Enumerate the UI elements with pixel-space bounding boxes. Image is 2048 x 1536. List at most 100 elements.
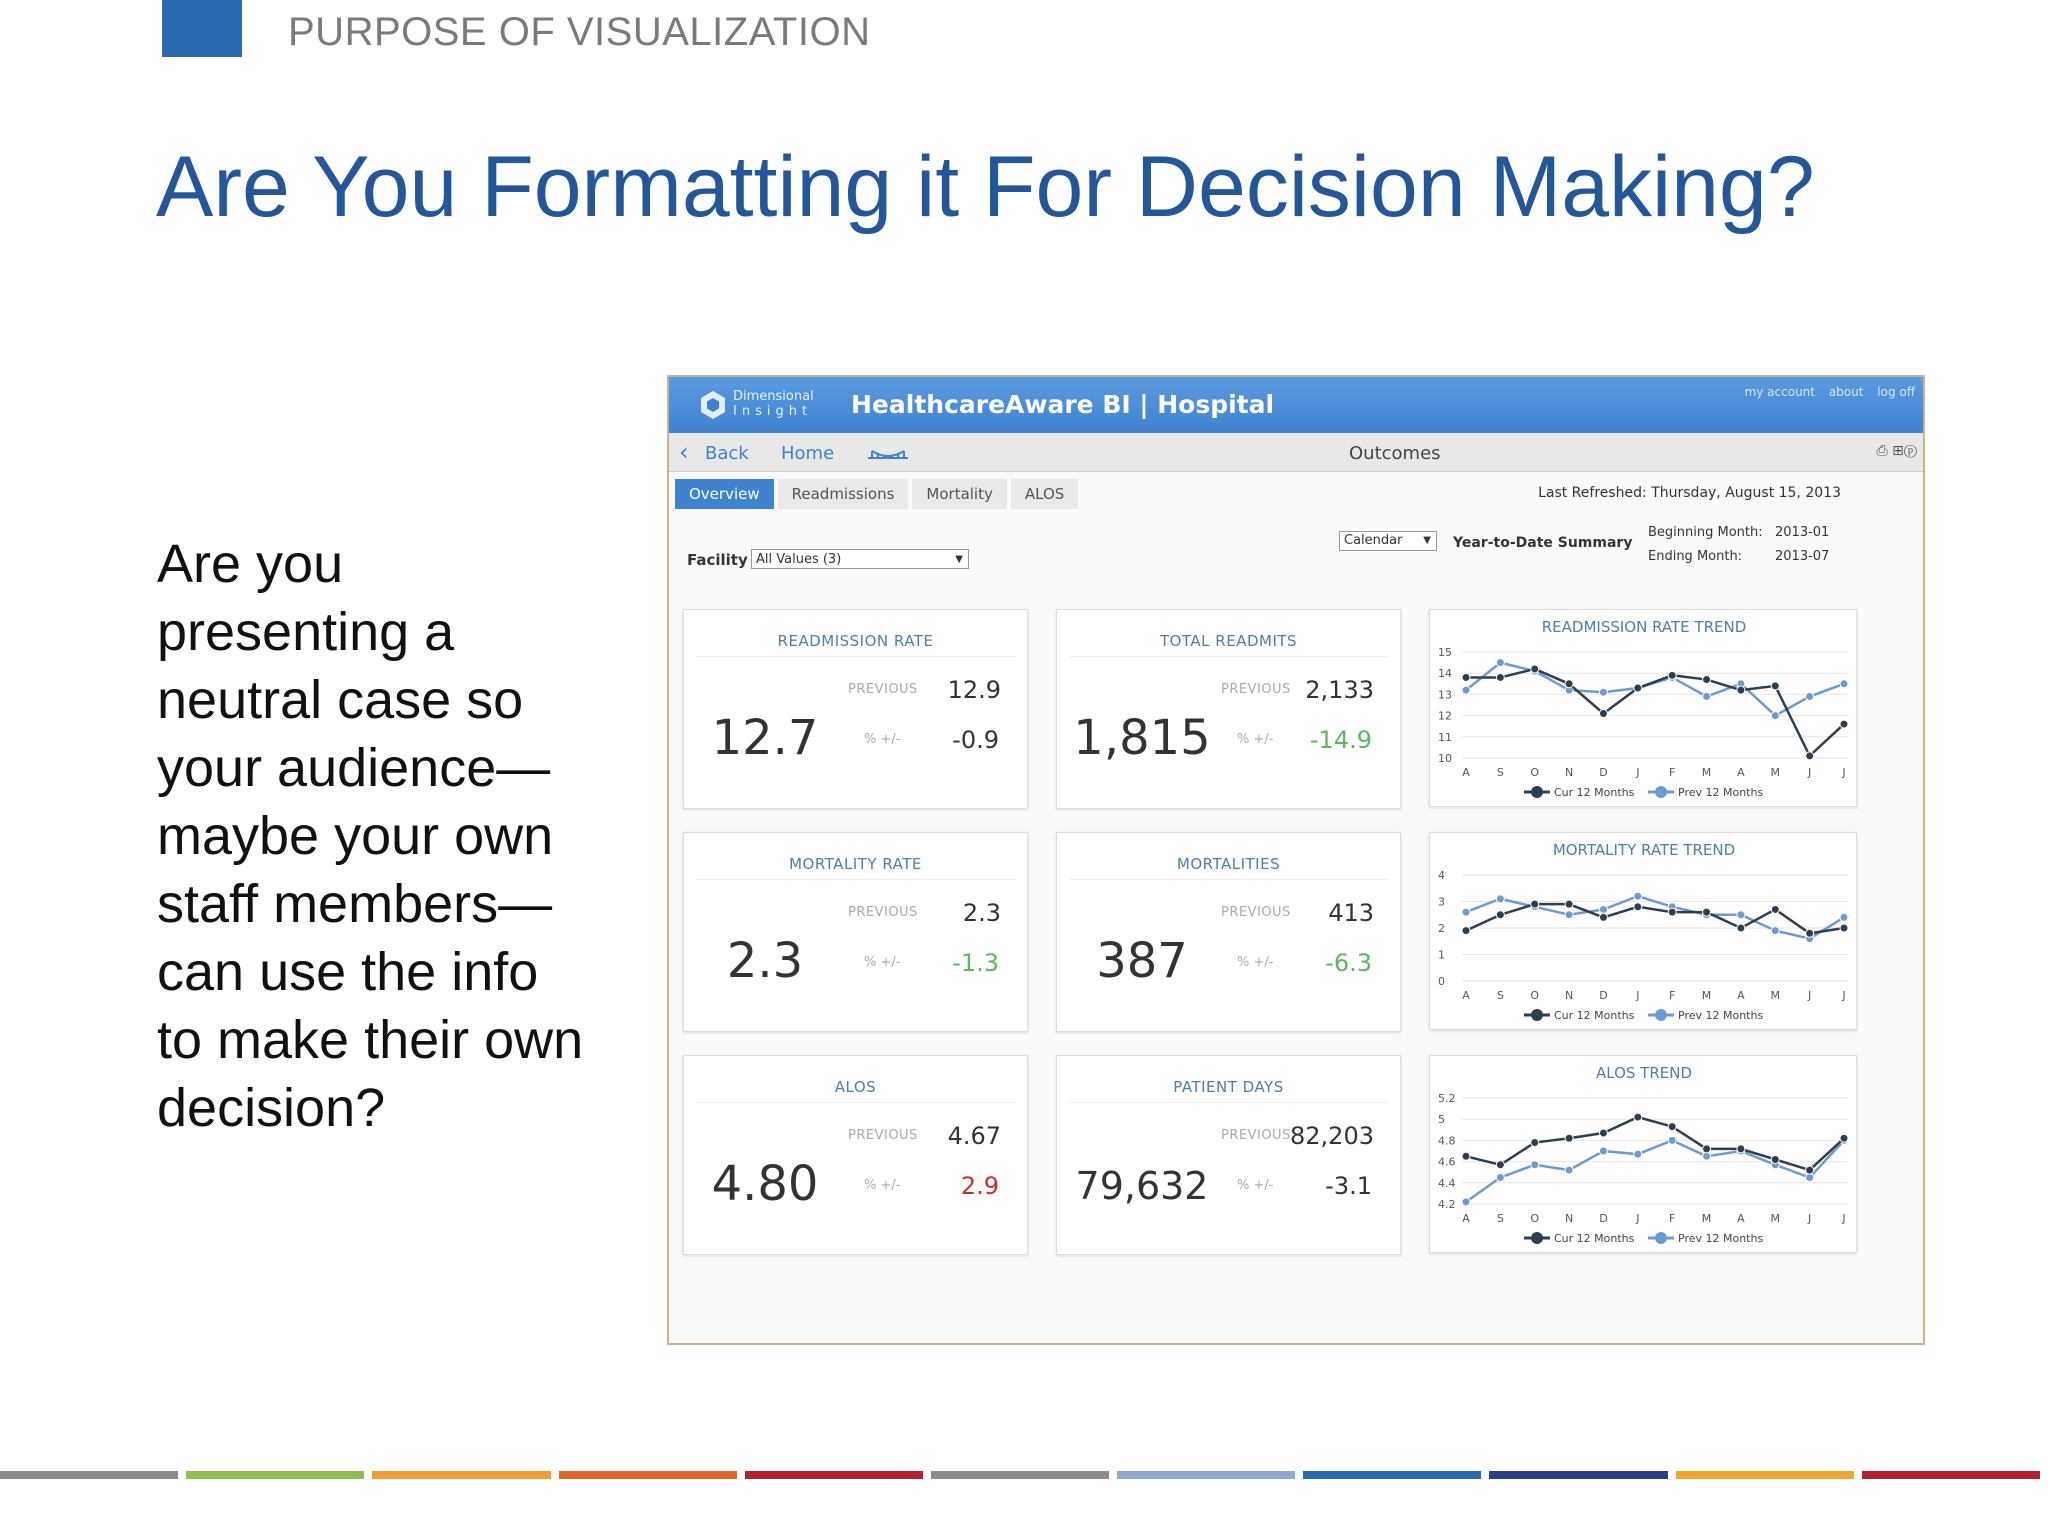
data-point (1770, 681, 1780, 691)
data-point (1564, 1133, 1574, 1143)
x-tick-label: J (1635, 766, 1639, 779)
data-point (1564, 1165, 1574, 1175)
tab-readmissions[interactable]: Readmissions (777, 479, 909, 509)
y-tick-label: 0 (1438, 975, 1445, 988)
previous-label: PREVIOUS (848, 1128, 918, 1143)
bridge-icon[interactable] (866, 443, 910, 463)
card-divider (696, 656, 1015, 657)
data-point (1598, 904, 1608, 914)
legend-swatch-marker (1655, 1232, 1667, 1244)
card-divider (696, 879, 1015, 880)
data-point (1564, 910, 1574, 920)
kpi-card-readmission-rate[interactable]: READMISSION RATE 12.7 PREVIOUS 12.9 % +/… (683, 609, 1028, 809)
kpi-title: MORTALITIES (1176, 855, 1281, 873)
color-stripe (930, 1471, 1110, 1479)
x-tick-label: M (1702, 766, 1712, 779)
facility-select[interactable]: All Values (3) ▼ (751, 549, 969, 569)
color-stripe (744, 1471, 923, 1479)
y-tick-label: 4.4 (1438, 1177, 1456, 1190)
nav-bar: ‹ Back Home Outcomes ⎙ ⊞ⓟ (669, 433, 1923, 472)
home-link[interactable]: Home (781, 443, 835, 464)
kpi-title: PATIENT DAYS (1173, 1078, 1284, 1096)
legend-label: Cur 12 Months (1554, 1009, 1635, 1022)
color-stripe (372, 1471, 551, 1479)
previous-label: PREVIOUS (1221, 1128, 1291, 1143)
chart-alos-trend[interactable]: ALOS TREND 4.2 4.4 4.6 4.8 5 5.2 A S O N D J F M A M J J Cu… (1429, 1055, 1857, 1253)
pct-value: -3.1 (1325, 1172, 1372, 1200)
x-tick-label: A (1737, 989, 1745, 1002)
legend-swatch-marker (1655, 1009, 1667, 1021)
data-point (1736, 685, 1746, 695)
kpi-value: 4.80 (711, 1156, 819, 1212)
x-tick-label: A (1737, 766, 1745, 779)
kpi-card-patient-days[interactable]: PATIENT DAYS 79,632 PREVIOUS 82,203 % +/… (1056, 1055, 1401, 1255)
back-chevron-icon[interactable]: ‹ (679, 438, 689, 466)
kpi-card-mortality-rate[interactable]: MORTALITY RATE 2.3 PREVIOUS 2.3 % +/- -1… (683, 832, 1028, 1032)
data-point (1461, 685, 1471, 695)
data-point (1495, 672, 1505, 682)
pct-label: % +/- (1237, 1178, 1274, 1193)
log-off-link[interactable]: log off (1877, 385, 1915, 399)
data-point (1633, 891, 1643, 901)
x-tick-label: J (1807, 766, 1811, 779)
pct-value: 2.9 (960, 1172, 999, 1200)
previous-value: 12.9 (947, 676, 1001, 704)
previous-value: 2,133 (1305, 676, 1374, 704)
data-point (1805, 1173, 1815, 1182)
data-point (1839, 679, 1849, 689)
card-divider (696, 1102, 1015, 1103)
data-point (1633, 1112, 1643, 1122)
data-point (1736, 910, 1746, 920)
data-point (1667, 1135, 1677, 1145)
section-label: PURPOSE OF VISUALIZATION (288, 10, 871, 54)
y-tick-label: 10 (1438, 752, 1452, 765)
legend-label: Prev 12 Months (1678, 1232, 1763, 1245)
tab-overview[interactable]: Overview (675, 479, 774, 509)
previous-label: PREVIOUS (848, 682, 918, 697)
previous-value: 2.3 (962, 899, 1001, 927)
data-point (1461, 926, 1471, 936)
data-point (1495, 1173, 1505, 1182)
x-tick-label: F (1669, 1212, 1675, 1225)
x-tick-label: J (1807, 989, 1811, 1002)
calendar-value: Calendar (1344, 533, 1403, 548)
data-point (1633, 1149, 1643, 1159)
legend-label: Cur 12 Months (1554, 1232, 1635, 1245)
data-point (1530, 664, 1540, 674)
y-tick-label: 15 (1438, 646, 1452, 659)
back-link[interactable]: Back (705, 443, 749, 464)
color-stripe (186, 1471, 365, 1479)
y-tick-label: 4.8 (1438, 1134, 1456, 1147)
pct-label: % +/- (864, 1178, 901, 1193)
data-point (1805, 1165, 1815, 1175)
kpi-card-alos[interactable]: ALOS 4.80 PREVIOUS 4.67 % +/- 2.9 (683, 1055, 1028, 1255)
about-link[interactable]: about (1828, 385, 1864, 399)
ending-month-value: 2013-07 (1775, 549, 1830, 564)
data-point (1598, 687, 1608, 697)
x-tick-label: N (1565, 1212, 1573, 1225)
data-point (1805, 751, 1815, 761)
calendar-select[interactable]: Calendar ▼ (1339, 531, 1437, 551)
data-point (1702, 907, 1712, 917)
x-tick-label: J (1807, 1212, 1811, 1225)
x-tick-label: F (1669, 766, 1675, 779)
kpi-card-mortalities[interactable]: MORTALITIES 387 PREVIOUS 413 % +/- -6.3 (1056, 832, 1401, 1032)
chart-mortality-rate-trend[interactable]: MORTALITY RATE TREND 0 1 2 3 4 A S O N D J F M A M J J Cur… (1429, 832, 1857, 1030)
legend-swatch-marker (1531, 1009, 1543, 1021)
pct-value: -14.9 (1309, 726, 1372, 754)
chart-readmission-rate-trend[interactable]: READMISSION RATE TREND 10 11 12 13 14 15 A S O N D J… (1429, 609, 1857, 807)
previous-label: PREVIOUS (848, 905, 918, 920)
data-point (1770, 904, 1780, 914)
pct-label: % +/- (1237, 955, 1274, 970)
previous-value: 4.67 (947, 1122, 1001, 1150)
legend-swatch-marker (1531, 1232, 1543, 1244)
color-stripe (0, 1471, 179, 1479)
kpi-card-total-readmits[interactable]: TOTAL READMITS 1,815 PREVIOUS 2,133 % +/… (1056, 609, 1401, 809)
toolbar-icons[interactable]: ⎙ ⊞ⓟ (1876, 443, 1917, 459)
kpi-title: TOTAL READMITS (1159, 632, 1298, 650)
facility-value: All Values (3) (756, 552, 842, 567)
tab-alos[interactable]: ALOS (1010, 479, 1079, 509)
my-account-link[interactable]: my account (1744, 385, 1815, 399)
data-point (1530, 899, 1540, 909)
tab-mortality[interactable]: Mortality (912, 479, 1007, 509)
